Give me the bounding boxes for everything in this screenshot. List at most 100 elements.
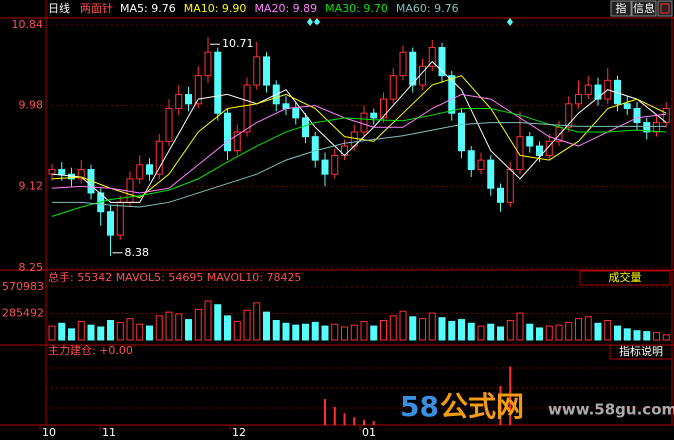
candle-body [497,187,504,203]
volume-bar [292,324,300,341]
window-icon [660,3,670,14]
volume-bar [584,316,592,341]
candle-body [321,159,329,175]
volume-bar [545,325,553,341]
volume-bar [477,325,485,341]
candle-body [77,168,85,180]
volume-bar [243,309,251,341]
candle-body [526,136,534,147]
volume-bar [272,319,280,341]
x-tick-label: 01 [362,426,376,439]
candle-body [292,108,300,119]
volume-bar [185,319,192,341]
volume-bar [536,327,543,341]
volume-header: 总手: 55342 MAVOL5: 54695 MAVOL10: 78425 [48,270,301,284]
volume-bar [653,332,660,341]
volume-bar [233,320,241,341]
x-tick-label: 10 [42,426,56,439]
candle-body [185,93,192,105]
candle-body [380,98,387,119]
volume-bar [633,330,641,341]
volume-button-label: 成交量 [609,270,642,284]
candle-body [565,103,573,128]
annotation-label: 10.71 [222,37,254,50]
candle-body [48,168,56,175]
ma-line [51,93,667,194]
volume-bar [487,323,495,341]
candle-body [438,47,446,77]
candle-body [194,75,202,105]
candle-body [360,112,368,133]
volume-bar [87,324,95,341]
legend-entry: MA20: 9.89 [254,2,317,15]
candle-body [389,75,397,100]
candle-body [516,136,524,170]
candle-body [633,108,641,124]
volume-bar [409,316,417,341]
volume-tick-label: 285492 [2,306,44,319]
candle-body [623,103,631,110]
candle-body [370,112,378,119]
candle-body [58,168,66,175]
volume-bar [497,326,504,341]
ma-line [52,122,667,208]
signal-markers [307,18,513,26]
volume-bar [594,322,602,341]
volume-button[interactable] [579,270,671,286]
legend-entry: MA30: 9.70 [325,2,388,15]
y-tick-label: 9.12 [19,179,44,192]
candle-body [594,84,602,100]
volume-bar [380,319,387,341]
volume-bar [555,324,563,341]
volume-bar [253,302,261,341]
volume-bar [623,328,631,341]
candle-body [506,168,514,203]
volume-bar [68,328,75,341]
candle-body [224,112,231,152]
volume-bar [224,315,231,341]
volume-bar [331,323,339,341]
candle-body [214,51,222,114]
candle-body [643,122,651,133]
candle-body [448,75,456,114]
volume-bar [565,321,573,341]
candle-body [545,140,553,156]
volume-bar [282,322,290,341]
x-tick-label: 11 [102,426,116,439]
candle-body [136,164,144,180]
volume-bar [438,317,446,341]
volume-bar [48,325,56,341]
volume-bar [97,326,105,341]
volume-bar [155,315,163,341]
button[interactable] [610,0,632,17]
indicator-button[interactable] [609,344,673,360]
candle-body [653,122,660,133]
candle-body [419,65,426,86]
window-button[interactable] [657,0,673,17]
volume-bar [575,318,582,341]
period: 日线 [48,1,70,15]
volume-bar [107,319,114,341]
candle-body [467,150,475,170]
ma-line [51,75,667,199]
volume-bar [506,319,514,341]
candle-body [458,112,465,152]
candle-body [146,164,153,175]
candle-body [204,51,212,77]
legend-entry: MA60: 9.76 [396,2,459,15]
volume-bar [175,313,183,341]
volume-bar [204,300,212,341]
candle-body [116,201,124,236]
legend-entry: MA10: 9.90 [184,2,247,15]
volume-bar [165,311,173,341]
y-tick-label: 10.84 [12,18,44,31]
indicator-grid [46,367,672,409]
volume-bar [311,321,319,341]
volume-bar [614,325,621,341]
volume-bar [467,322,475,341]
stock-name: 两面针 [80,1,113,15]
watermark-number: 58 [400,390,439,423]
button[interactable] [631,0,657,17]
x-tick-label: 12 [232,426,246,439]
candle-body [155,140,163,175]
